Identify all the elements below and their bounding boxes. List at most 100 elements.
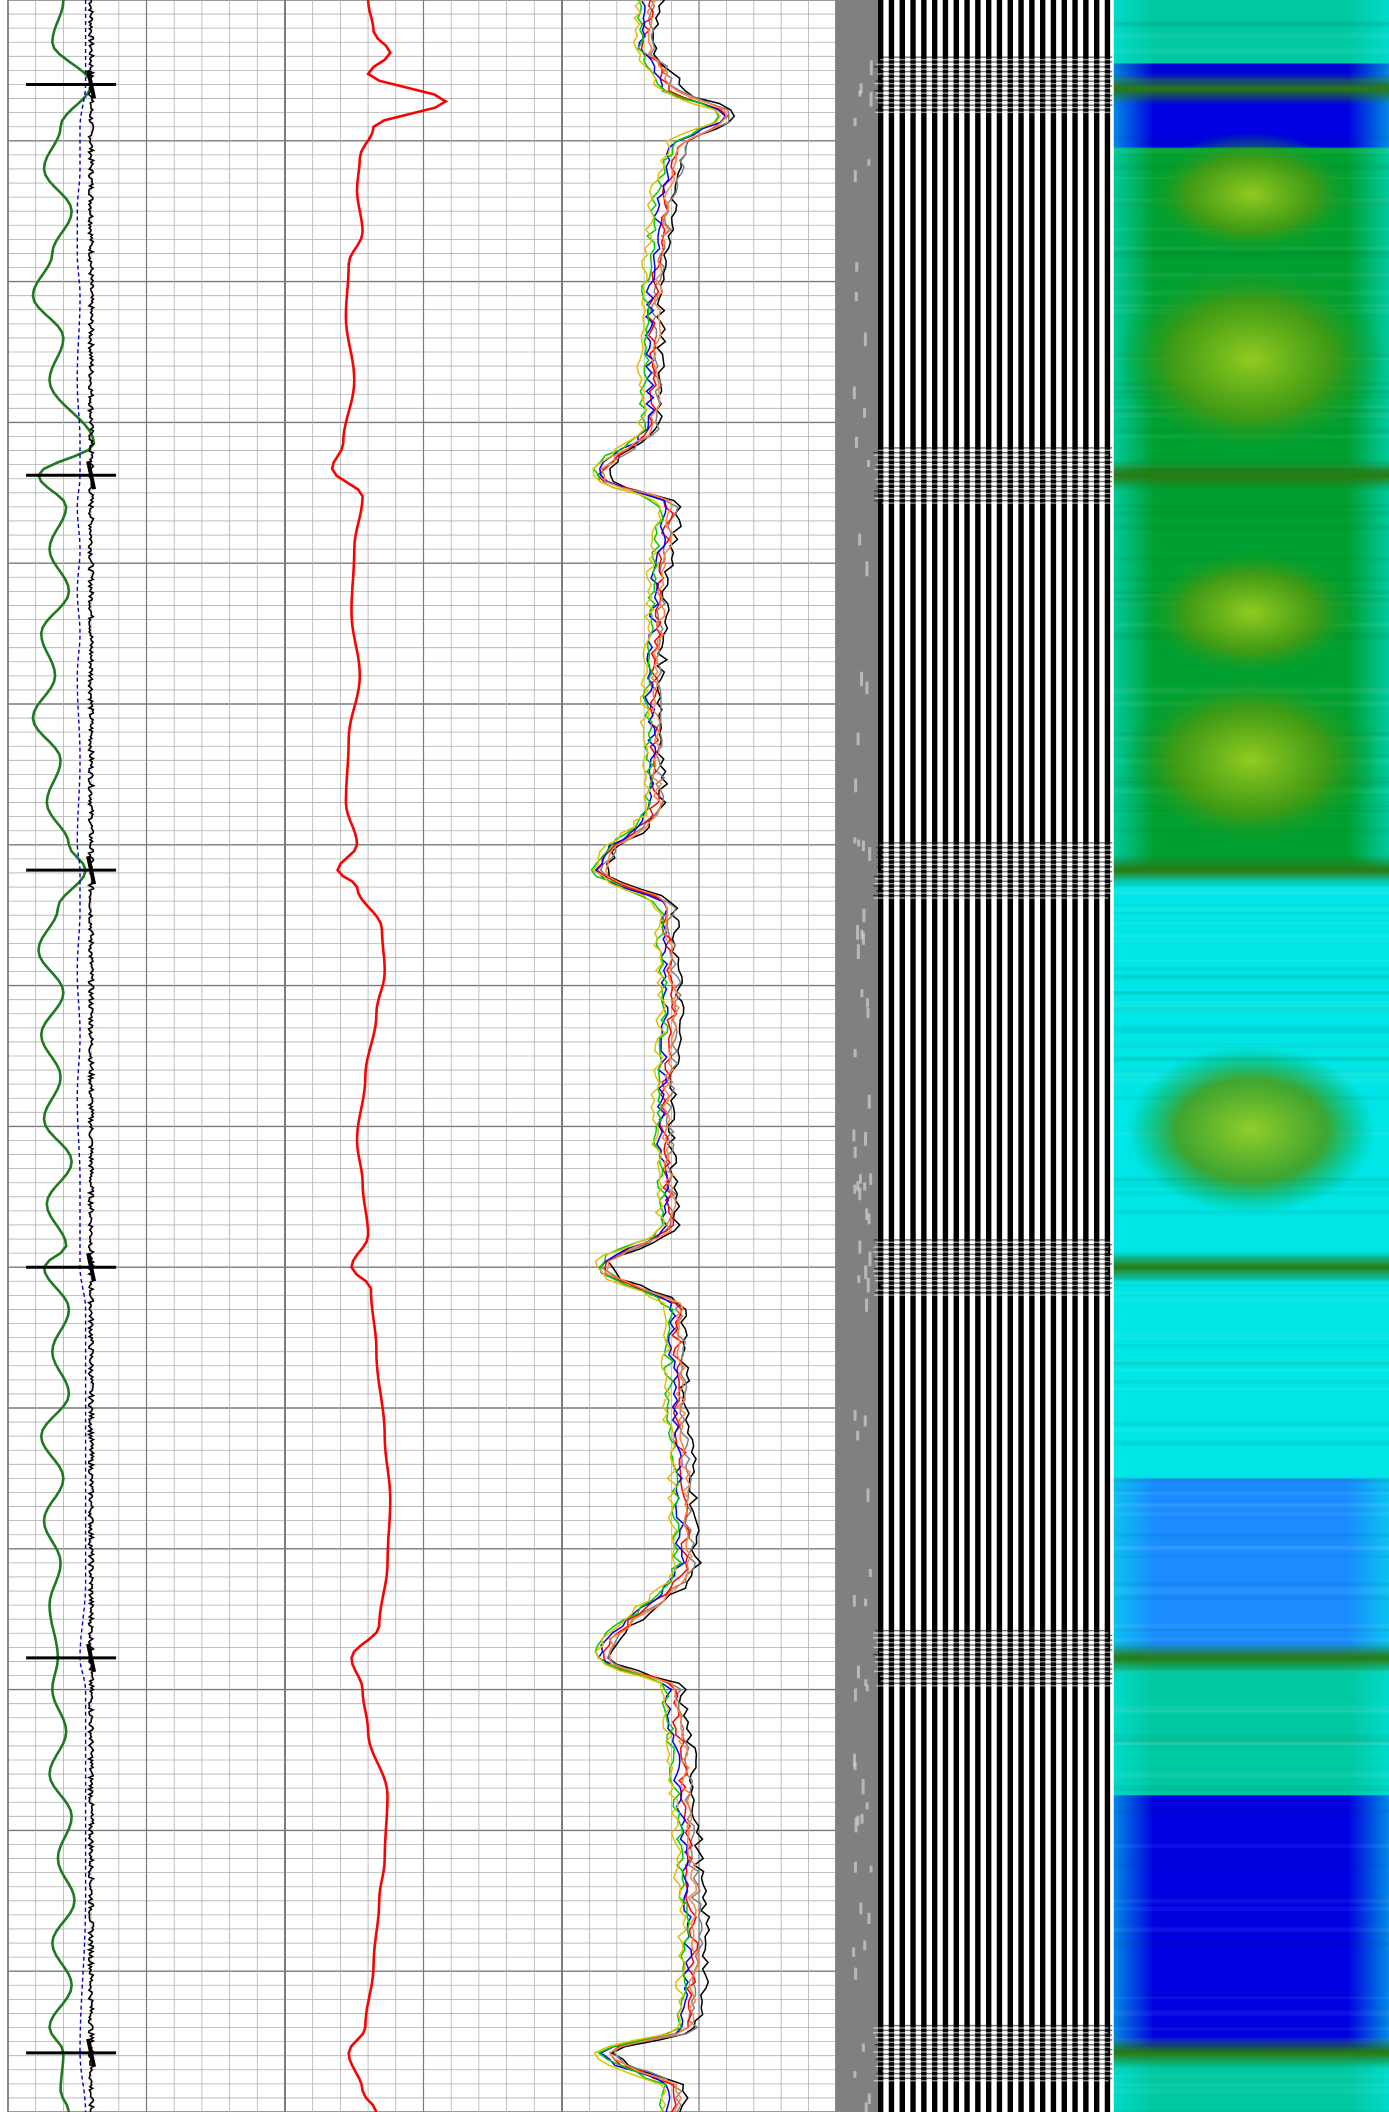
vdl-disturbance [882,2063,1118,2065]
vdl-disturbance [879,471,1115,473]
cement-streak [1113,887,1389,894]
cement-collar-line [1113,459,1389,492]
cement-collar-line [1113,2036,1389,2069]
vdl-stripe-light [1002,0,1008,2112]
vdl-disturbance [878,476,1114,478]
vdl-disturbance [873,1646,1109,1649]
vdl-disturbance [878,61,1114,63]
vdl-speckle [863,408,867,418]
vdl-disturbance [878,459,1114,461]
cement-streak [1113,1996,1389,2000]
vdl-disturbance [879,56,1115,58]
vdl-disturbance [881,1639,1117,1641]
vdl-disturbance [881,94,1117,97]
vdl-speckle [863,1415,867,1427]
vdl-speckle [856,944,860,960]
cement-streak [1113,1440,1389,1446]
vdl-speckle [854,1967,858,1980]
vdl-disturbance [874,1292,1110,1294]
cement-streak [1113,1741,1389,1745]
cement-streak [1113,64,1389,67]
vdl-track [836,0,1118,2112]
vdl-stripe-dark [986,0,992,2112]
vdl-speckle [869,1173,873,1185]
cement-streak [1113,1933,1389,1936]
vdl-disturbance [882,2070,1118,2072]
vdl-disturbance [873,875,1109,878]
vdl-disturbance [876,846,1112,849]
vdl-speckle [863,1182,867,1191]
vdl-stripe-dark [899,0,905,2112]
vdl-disturbance [873,2080,1109,2082]
vdl-speckle [857,839,861,847]
cement-streak [1113,906,1389,912]
vdl-disturbance [876,2072,1112,2075]
track-2 [330,0,449,2112]
cement-streak [1113,1906,1389,1911]
vdl-speckle [853,2071,857,2078]
vdl-speckle [865,1684,869,1692]
vdl-disturbance [880,1282,1116,1284]
cement-collar-line [1113,854,1389,887]
vdl-speckle [865,561,869,577]
vdl-speckle [858,1174,862,1184]
cement-streak [1113,1863,1389,1867]
vdl-disturbance [876,1248,1112,1251]
vdl-disturbance [877,2046,1113,2048]
vdl-speckle [855,262,859,272]
vdl-disturbance [873,1637,1109,1639]
cement-streak [1113,1332,1389,1336]
vdl-stripe-dark [1040,0,1046,2112]
cement-blob [1144,132,1358,256]
vdl-disturbance [878,2053,1114,2056]
cement-streak [1113,1029,1389,1033]
vdl-disturbance [873,66,1109,68]
vdl-speckle [857,1275,861,1284]
vdl-stripe-dark [1050,0,1057,2112]
vdl-stripe-light [948,0,954,2112]
vdl-stripe-light [894,0,900,2112]
cement-blob [1140,546,1362,679]
cement-streak [1113,1361,1389,1366]
cement-streak [1113,2110,1389,2112]
cement-streak [1113,2010,1389,2016]
cement-streak [1113,1387,1389,1391]
vdl-stripe-light [1067,0,1073,2112]
vdl-speckle [856,1665,860,1679]
curve-layer [26,0,736,2112]
vdl-stripe-light [991,0,997,2112]
cement-map-track [1112,0,1389,2112]
cement-streak [1113,1628,1389,1632]
cement-streak [1113,33,1389,39]
vdl-disturbance [882,1682,1118,1685]
vdl-disturbance [881,78,1117,80]
vdl-disturbance [876,856,1112,858]
vdl-disturbance [881,1634,1117,1637]
cement-collar-line [1113,1641,1389,1674]
vdl-disturbance [878,870,1114,873]
cement-streak [1113,1491,1389,1496]
vdl-speckle [854,292,858,302]
vdl-speckle [867,1213,871,1225]
vdl-speckle [865,998,869,1008]
collar-spike [86,1643,97,1673]
vdl-disturbance [873,2051,1109,2053]
collar-spike [86,1252,97,1282]
series-ccl [86,0,96,2112]
vdl-disturbance [877,880,1113,882]
cement-streak [1113,1504,1389,1508]
vdl-disturbance [875,1658,1111,1661]
vdl-disturbance [873,894,1109,897]
vdl-disturbance [880,1680,1116,1682]
vdl-stripe-dark [878,0,884,2112]
vdl-disturbance [878,1677,1114,1680]
vdl-disturbance [874,468,1110,471]
vdl-disturbance [878,1277,1114,1279]
vdl-disturbance [875,1289,1111,1291]
cement-streak [1113,991,1389,994]
cement-streak [1113,1360,1389,1365]
vdl-disturbance [874,82,1110,85]
vdl-disturbance [881,887,1117,890]
vdl-disturbance [875,1265,1111,1267]
vdl-disturbance [873,454,1109,456]
